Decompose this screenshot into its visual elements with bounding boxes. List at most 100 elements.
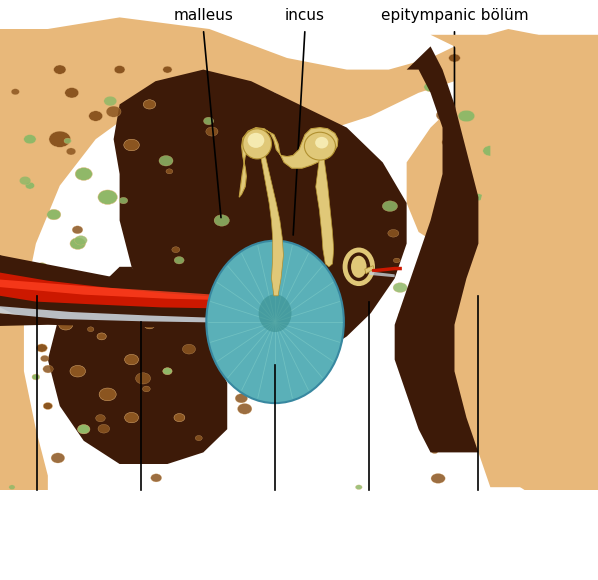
Ellipse shape [142, 386, 150, 392]
Ellipse shape [431, 473, 446, 483]
Ellipse shape [214, 215, 230, 226]
Ellipse shape [106, 106, 121, 117]
Ellipse shape [544, 367, 556, 375]
Ellipse shape [227, 306, 236, 313]
Ellipse shape [32, 374, 39, 380]
Text: faringo
tympanic tüp kası: faringo tympanic tüp kası [15, 531, 152, 563]
Ellipse shape [496, 448, 508, 456]
Polygon shape [239, 128, 338, 197]
Ellipse shape [474, 300, 492, 312]
Text: sensor timpani
kası: sensor timpani kası [120, 531, 233, 563]
Ellipse shape [59, 320, 73, 330]
Ellipse shape [124, 139, 139, 151]
Ellipse shape [98, 190, 117, 205]
Ellipse shape [36, 344, 47, 352]
Text: stapes: stapes [340, 525, 390, 540]
Ellipse shape [163, 368, 172, 375]
Ellipse shape [11, 89, 19, 95]
Ellipse shape [159, 155, 173, 166]
Ellipse shape [89, 111, 103, 121]
Ellipse shape [182, 345, 196, 354]
Ellipse shape [54, 65, 66, 74]
Ellipse shape [70, 238, 86, 249]
Ellipse shape [438, 287, 447, 293]
Text: malleus: malleus [173, 8, 233, 23]
Ellipse shape [436, 216, 449, 225]
Ellipse shape [196, 436, 202, 441]
Ellipse shape [474, 194, 483, 201]
Ellipse shape [203, 117, 213, 125]
Text: incus: incus [285, 8, 325, 23]
Text: tympanic
membran: tympanic membran [220, 531, 294, 563]
Ellipse shape [572, 427, 587, 438]
Ellipse shape [64, 138, 71, 144]
Ellipse shape [436, 109, 454, 121]
Ellipse shape [518, 284, 535, 296]
Polygon shape [0, 255, 263, 307]
Ellipse shape [496, 88, 509, 97]
Ellipse shape [235, 394, 248, 403]
Ellipse shape [530, 215, 546, 226]
Ellipse shape [507, 331, 522, 342]
Ellipse shape [43, 403, 53, 409]
Ellipse shape [172, 246, 180, 253]
Ellipse shape [70, 365, 86, 377]
Ellipse shape [127, 285, 139, 294]
Ellipse shape [351, 256, 367, 278]
Ellipse shape [99, 388, 116, 401]
Ellipse shape [485, 382, 501, 393]
Polygon shape [431, 35, 598, 487]
Ellipse shape [41, 356, 49, 362]
Ellipse shape [166, 169, 173, 174]
Ellipse shape [568, 274, 581, 283]
Ellipse shape [49, 131, 71, 147]
Ellipse shape [144, 321, 155, 329]
Ellipse shape [532, 77, 545, 86]
Ellipse shape [505, 179, 523, 192]
Ellipse shape [96, 415, 105, 422]
Ellipse shape [151, 474, 161, 482]
Ellipse shape [315, 137, 328, 148]
Ellipse shape [393, 258, 400, 263]
Polygon shape [0, 273, 263, 309]
Ellipse shape [523, 155, 539, 166]
Polygon shape [316, 159, 334, 267]
Ellipse shape [523, 130, 532, 136]
Polygon shape [0, 255, 96, 325]
Ellipse shape [388, 230, 399, 237]
Ellipse shape [24, 135, 36, 144]
Ellipse shape [25, 182, 35, 189]
Polygon shape [370, 271, 395, 277]
Ellipse shape [174, 256, 184, 264]
Ellipse shape [572, 403, 579, 408]
Ellipse shape [19, 176, 31, 185]
Polygon shape [365, 266, 374, 274]
Ellipse shape [424, 82, 437, 92]
Ellipse shape [442, 137, 455, 147]
Ellipse shape [355, 485, 362, 490]
Ellipse shape [534, 212, 542, 218]
Ellipse shape [248, 133, 264, 148]
Ellipse shape [124, 412, 139, 423]
Ellipse shape [483, 146, 498, 156]
Ellipse shape [163, 66, 172, 73]
Ellipse shape [304, 132, 335, 160]
Ellipse shape [448, 54, 460, 62]
Ellipse shape [36, 263, 47, 271]
Ellipse shape [144, 100, 155, 109]
Ellipse shape [119, 197, 128, 204]
Ellipse shape [72, 226, 83, 234]
Polygon shape [0, 280, 239, 300]
Ellipse shape [84, 274, 96, 283]
Ellipse shape [114, 66, 125, 74]
Ellipse shape [75, 168, 92, 180]
Text: epitympanic bölüm: epitympanic bölüm [381, 8, 528, 23]
Ellipse shape [431, 449, 438, 454]
Ellipse shape [51, 453, 65, 463]
Ellipse shape [474, 276, 484, 282]
Ellipse shape [136, 373, 151, 384]
Ellipse shape [206, 241, 344, 403]
Ellipse shape [35, 277, 42, 283]
Ellipse shape [566, 157, 582, 168]
Polygon shape [0, 313, 263, 328]
